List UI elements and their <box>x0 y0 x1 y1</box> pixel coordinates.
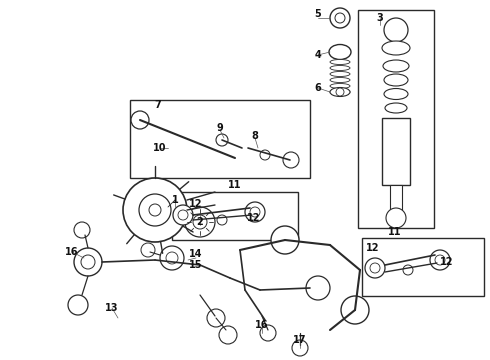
Text: 12: 12 <box>440 257 454 267</box>
Circle shape <box>131 111 149 129</box>
Ellipse shape <box>330 90 350 94</box>
Ellipse shape <box>330 87 350 96</box>
Ellipse shape <box>330 77 350 82</box>
Text: 11: 11 <box>228 180 242 190</box>
Circle shape <box>365 258 385 278</box>
Ellipse shape <box>330 84 350 89</box>
Text: 16: 16 <box>255 320 269 330</box>
Ellipse shape <box>330 66 350 71</box>
Circle shape <box>384 18 408 42</box>
Ellipse shape <box>385 103 407 113</box>
Text: 5: 5 <box>315 9 321 19</box>
Bar <box>172 192 298 240</box>
Circle shape <box>74 248 102 276</box>
Text: 16: 16 <box>65 247 79 257</box>
Bar <box>382 118 410 185</box>
Text: 3: 3 <box>377 13 383 23</box>
Circle shape <box>81 255 95 269</box>
Circle shape <box>260 325 276 341</box>
Circle shape <box>386 208 406 228</box>
Circle shape <box>250 207 260 217</box>
Text: 11: 11 <box>388 227 402 237</box>
Text: 17: 17 <box>293 335 307 345</box>
Text: 14: 14 <box>189 249 203 259</box>
Circle shape <box>271 226 299 254</box>
Circle shape <box>193 215 207 229</box>
Circle shape <box>68 295 88 315</box>
Text: 12: 12 <box>366 243 380 253</box>
Bar <box>362 238 484 296</box>
Circle shape <box>335 13 345 23</box>
Circle shape <box>336 88 344 96</box>
Circle shape <box>139 194 171 226</box>
Circle shape <box>74 222 90 238</box>
Circle shape <box>330 8 350 28</box>
Ellipse shape <box>383 60 409 72</box>
Circle shape <box>185 207 215 237</box>
Text: 8: 8 <box>251 131 258 141</box>
Text: 9: 9 <box>217 123 223 133</box>
Circle shape <box>123 178 187 242</box>
Text: 2: 2 <box>196 217 203 227</box>
Circle shape <box>219 326 237 344</box>
Circle shape <box>141 243 155 257</box>
Circle shape <box>149 204 161 216</box>
Circle shape <box>173 205 193 225</box>
Ellipse shape <box>384 89 408 99</box>
Circle shape <box>160 246 184 270</box>
Text: 1: 1 <box>172 195 178 205</box>
Text: 7: 7 <box>155 100 161 110</box>
Circle shape <box>216 134 228 146</box>
Text: 4: 4 <box>315 50 321 60</box>
Text: 12: 12 <box>247 213 261 223</box>
Circle shape <box>260 150 270 160</box>
Bar <box>390 185 402 210</box>
Circle shape <box>207 309 225 327</box>
Text: 10: 10 <box>153 143 167 153</box>
Text: 15: 15 <box>189 260 203 270</box>
Circle shape <box>430 250 450 270</box>
Circle shape <box>403 265 413 275</box>
Text: 6: 6 <box>315 83 321 93</box>
Circle shape <box>245 202 265 222</box>
Ellipse shape <box>330 59 350 64</box>
Ellipse shape <box>329 45 351 59</box>
Circle shape <box>178 210 188 220</box>
Circle shape <box>306 276 330 300</box>
Text: 13: 13 <box>105 303 119 313</box>
Circle shape <box>217 215 227 225</box>
Circle shape <box>292 340 308 356</box>
Bar <box>358 10 434 228</box>
Circle shape <box>283 152 299 168</box>
Bar <box>130 100 310 178</box>
Ellipse shape <box>382 41 410 55</box>
Circle shape <box>341 296 369 324</box>
Ellipse shape <box>330 72 350 77</box>
Circle shape <box>370 263 380 273</box>
Ellipse shape <box>384 74 408 86</box>
Circle shape <box>166 252 178 264</box>
Circle shape <box>435 255 445 265</box>
Text: 12: 12 <box>189 199 203 209</box>
